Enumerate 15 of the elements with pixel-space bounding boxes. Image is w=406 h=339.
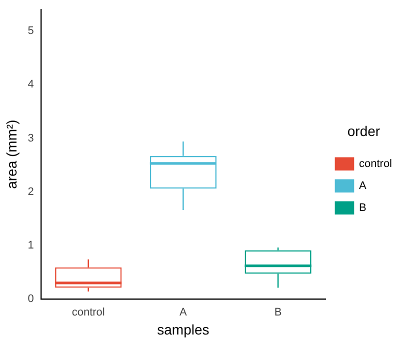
- y-tick-label: 0: [28, 293, 34, 306]
- legend-label: A: [358, 180, 367, 192]
- y-tick-label: 3: [28, 132, 34, 144]
- x-tick-label: B: [274, 306, 282, 319]
- y-tick-label: 1: [28, 239, 34, 252]
- y-tick-label: 2: [28, 186, 34, 198]
- y-tick-label: 5: [28, 25, 34, 38]
- y-tick-label: 4: [28, 78, 34, 91]
- x-tick-label: control: [72, 306, 105, 319]
- x-axis-title: samples: [157, 321, 210, 338]
- x-tick-label: A: [180, 306, 188, 319]
- y-axis-title: area (mm²): [3, 120, 20, 189]
- legend-label: B: [358, 202, 366, 214]
- legend-label: control: [358, 158, 392, 170]
- legend-title: order: [347, 122, 380, 139]
